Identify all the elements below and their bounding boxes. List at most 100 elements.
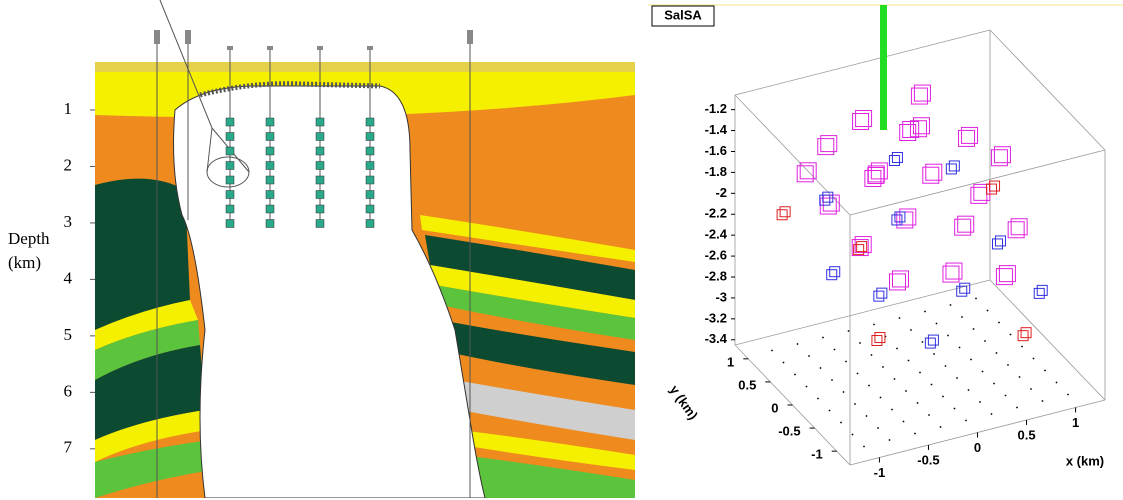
z-tick-label: -3.2: [705, 310, 727, 325]
cube-face: [913, 84, 931, 102]
receiver: [225, 204, 235, 214]
cube-face: [855, 110, 873, 128]
cube: [942, 262, 963, 283]
cube: [867, 162, 888, 183]
x-axis-label: x (km): [1066, 453, 1104, 468]
dot: [805, 385, 808, 388]
z-tick-label: -3: [715, 289, 727, 304]
dot: [907, 359, 910, 362]
dot: [856, 372, 859, 375]
cube-face: [871, 335, 883, 347]
cube-face: [945, 262, 963, 280]
receiver: [265, 190, 275, 199]
cube-face: [958, 129, 976, 147]
cube-face: [874, 332, 886, 344]
cube-face: [902, 120, 920, 138]
derricks: [154, 30, 473, 50]
receiver: [265, 146, 275, 156]
dot: [914, 432, 916, 435]
cube-face: [959, 282, 971, 294]
receiver: [265, 204, 275, 214]
box-edge: [849, 149, 1106, 216]
receiver: [225, 219, 235, 228]
cube: [922, 163, 943, 184]
cube-face: [776, 209, 788, 221]
dot: [796, 343, 799, 345]
dot: [879, 396, 882, 399]
receiver: [315, 175, 325, 185]
cube-face: [992, 238, 1003, 250]
dot: [863, 445, 865, 448]
cube: [864, 166, 885, 187]
cube: [776, 206, 791, 221]
dot: [808, 355, 810, 357]
z-tick-label: -1.8: [705, 164, 727, 179]
cube-face: [891, 214, 903, 226]
cube: [1017, 327, 1032, 342]
y-tick-label: 0.5: [738, 377, 756, 392]
z-tick-label: -2: [715, 185, 727, 200]
cube: [1007, 218, 1028, 239]
z-tick-label: -2.4: [705, 227, 728, 242]
z-tick-label: -2.6: [705, 248, 727, 263]
box-edge: [989, 279, 1106, 401]
dot: [842, 391, 845, 393]
receiver: [365, 146, 375, 156]
cube-face: [817, 138, 835, 156]
box-edge: [734, 29, 991, 96]
dot: [965, 419, 967, 422]
receiver: [265, 161, 275, 170]
dot: [840, 421, 842, 424]
receiver: [365, 161, 375, 170]
dot: [998, 321, 1000, 324]
dot: [828, 409, 831, 412]
dot: [1009, 333, 1012, 336]
x-tick-label: 0: [974, 440, 981, 455]
cross-section: 1 2 3 4 5 6 7 Depth (km): [8, 0, 635, 498]
dot: [1041, 400, 1044, 402]
cube-face: [851, 239, 869, 257]
dot: [944, 365, 947, 367]
cube: [852, 110, 873, 131]
cube: [826, 266, 841, 281]
cube-face: [870, 162, 888, 180]
x-tick-label: 1: [1072, 415, 1079, 430]
points: [776, 84, 1048, 349]
cube-face: [956, 285, 968, 297]
dot: [928, 414, 930, 416]
receiver: [365, 132, 375, 141]
strata: [95, 62, 635, 498]
cube-face: [989, 180, 1001, 192]
cube: [970, 183, 991, 204]
plot-title: SalSA: [664, 7, 702, 22]
cube-face: [899, 123, 917, 141]
cube-face: [948, 160, 960, 172]
dot: [1021, 345, 1023, 348]
cube-face: [856, 241, 868, 253]
dot: [916, 402, 919, 404]
depth-label: Depth: [8, 229, 50, 248]
dot: [893, 378, 896, 380]
cube-face: [853, 244, 865, 256]
cube-face: [799, 162, 817, 180]
dot: [1016, 406, 1018, 409]
cube-face: [942, 265, 960, 283]
depth-axis: 1 2 3 4 5 6 7 Depth (km): [8, 99, 95, 457]
dot: [1067, 393, 1069, 396]
cube-face: [954, 218, 972, 236]
receiver: [315, 146, 325, 156]
y-axis-label: y (km): [667, 382, 701, 422]
depth-tick-label: 5: [64, 325, 73, 344]
cube-face: [822, 194, 840, 212]
cube: [819, 194, 840, 215]
dot: [831, 379, 833, 381]
dot: [956, 377, 958, 379]
dot: [845, 360, 847, 363]
cube: [990, 146, 1011, 167]
depth-tick-label: 3: [64, 212, 73, 231]
cube: [956, 282, 971, 297]
cube-face: [1033, 287, 1045, 299]
cube-face: [970, 186, 988, 204]
z-tick-label: -1.6: [705, 143, 727, 158]
